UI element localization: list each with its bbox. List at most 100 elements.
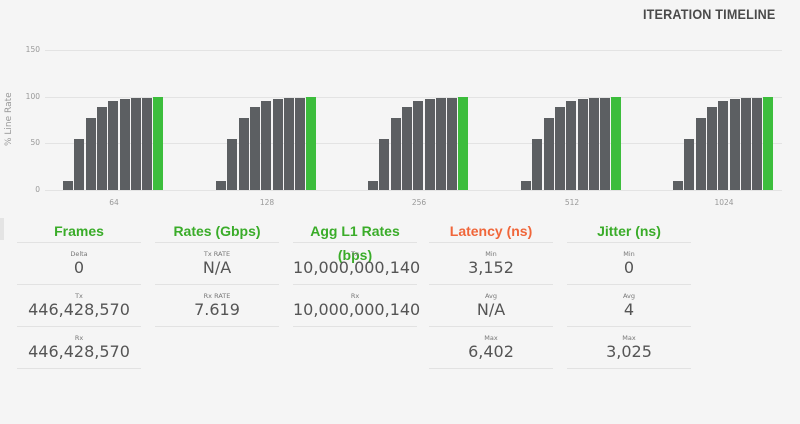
latency-title: Latency (ns)	[429, 219, 553, 243]
rates-tx-row: Tx RATE N/A	[155, 243, 279, 285]
gridline-100	[45, 97, 782, 98]
bar[interactable]	[566, 101, 577, 190]
stat-value: 6,402	[468, 342, 514, 361]
bar-group-128: 128	[216, 40, 326, 215]
y-tick-100: 100	[25, 92, 40, 101]
rates-rx-row: Rx RATE 7.619	[155, 285, 279, 327]
x-tick-label: 128	[259, 198, 275, 207]
jitter-avg-row: Avg 4	[567, 285, 691, 327]
scroll-handle[interactable]	[0, 218, 4, 240]
stat-value: 0	[623, 258, 635, 277]
bar[interactable]	[390, 118, 401, 190]
y-tick-50: 50	[30, 138, 40, 147]
stat-value: 3,025	[606, 342, 652, 361]
bar[interactable]	[85, 118, 96, 190]
bar[interactable]	[227, 139, 238, 190]
bar[interactable]	[554, 107, 565, 190]
agg-rx-row: Rx 10,000,000,140	[293, 285, 421, 327]
bar[interactable]	[740, 98, 751, 190]
stat-label: Max	[622, 334, 636, 342]
stat-label: Max	[484, 334, 498, 342]
y-axis-label: % Line Rate	[4, 92, 14, 146]
bar[interactable]	[153, 97, 164, 190]
stat-label: Tx	[75, 292, 83, 300]
stat-label: Tx RATE	[203, 250, 231, 258]
latency-avg-row: Avg N/A	[429, 285, 553, 327]
gridline-150	[45, 50, 782, 51]
bar[interactable]	[611, 97, 622, 190]
bar-group-1024: 1024	[673, 40, 783, 215]
bar[interactable]	[96, 107, 107, 190]
stat-value: 446,428,570	[28, 342, 130, 361]
stat-label: Avg	[622, 292, 636, 300]
bar[interactable]	[401, 107, 412, 190]
frames-rx-row: Rx 446,428,570	[17, 327, 141, 369]
bar[interactable]	[447, 98, 458, 190]
jitter-min-row: Min 0	[567, 243, 691, 285]
bar[interactable]	[684, 139, 695, 190]
y-tick-0: 0	[35, 185, 40, 194]
stat-label: Min	[623, 250, 635, 258]
bar-group-512: 512	[521, 40, 631, 215]
stat-label: Rx	[350, 292, 360, 300]
bar[interactable]	[706, 107, 717, 190]
stat-label: Min	[485, 250, 497, 258]
bar[interactable]	[600, 98, 611, 190]
bar[interactable]	[588, 98, 599, 190]
y-axis-label-wrap: % Line Rate	[4, 40, 18, 215]
bar[interactable]	[521, 181, 531, 190]
bar[interactable]	[216, 181, 226, 190]
bar[interactable]	[63, 181, 73, 190]
stat-label: Rx	[74, 334, 84, 342]
bar[interactable]	[718, 101, 729, 190]
bar[interactable]	[108, 101, 119, 190]
bar[interactable]	[295, 98, 306, 190]
jitter-panel: Jitter (ns) Min 0 Avg 4 Max 3,025	[567, 219, 691, 369]
stat-value: N/A	[202, 258, 232, 277]
frames-panel: Frames Delta 0 Tx 446,428,570 Rx 446,428…	[17, 219, 141, 369]
bar[interactable]	[424, 99, 435, 190]
bar[interactable]	[695, 118, 706, 190]
stat-label: Rx RATE	[203, 292, 231, 300]
stat-value: 10,000,000,140	[293, 258, 421, 277]
bar[interactable]	[435, 98, 446, 190]
bar[interactable]	[368, 181, 378, 190]
latency-min-row: Min 3,152	[429, 243, 553, 285]
bar[interactable]	[543, 118, 554, 190]
bar[interactable]	[272, 99, 283, 190]
bar[interactable]	[577, 99, 588, 190]
x-tick-label: 256	[411, 198, 427, 207]
latency-panel: Latency (ns) Min 3,152 Avg N/A Max 6,402	[429, 219, 553, 369]
bar[interactable]	[729, 99, 740, 190]
stat-value: 10,000,000,140	[293, 300, 421, 319]
stat-label: Avg	[484, 292, 498, 300]
gridline-0	[45, 190, 782, 191]
bar[interactable]	[379, 139, 390, 190]
x-tick-label: 64	[109, 198, 119, 207]
bar[interactable]	[752, 98, 763, 190]
bar[interactable]	[142, 98, 153, 190]
stat-value: 7.619	[194, 300, 240, 319]
latency-max-row: Max 6,402	[429, 327, 553, 369]
bar[interactable]	[238, 118, 249, 190]
bar[interactable]	[119, 99, 130, 190]
stat-value: 0	[73, 258, 85, 277]
bar[interactable]	[249, 107, 260, 190]
bar[interactable]	[763, 97, 774, 190]
bar[interactable]	[413, 101, 424, 190]
bar[interactable]	[673, 181, 683, 190]
frames-title: Frames	[17, 219, 141, 243]
jitter-title: Jitter (ns)	[567, 219, 691, 243]
bar[interactable]	[261, 101, 272, 190]
bar[interactable]	[306, 97, 317, 190]
bar[interactable]	[458, 97, 469, 190]
y-tick-150: 150	[25, 45, 40, 54]
stat-value: 3,152	[468, 258, 514, 277]
bar[interactable]	[532, 139, 543, 190]
stat-value: N/A	[476, 300, 506, 319]
bar[interactable]	[130, 98, 141, 190]
stat-label: Delta	[70, 250, 88, 258]
bar-group-256: 256	[368, 40, 478, 215]
bar[interactable]	[283, 98, 294, 190]
bar[interactable]	[74, 139, 85, 190]
